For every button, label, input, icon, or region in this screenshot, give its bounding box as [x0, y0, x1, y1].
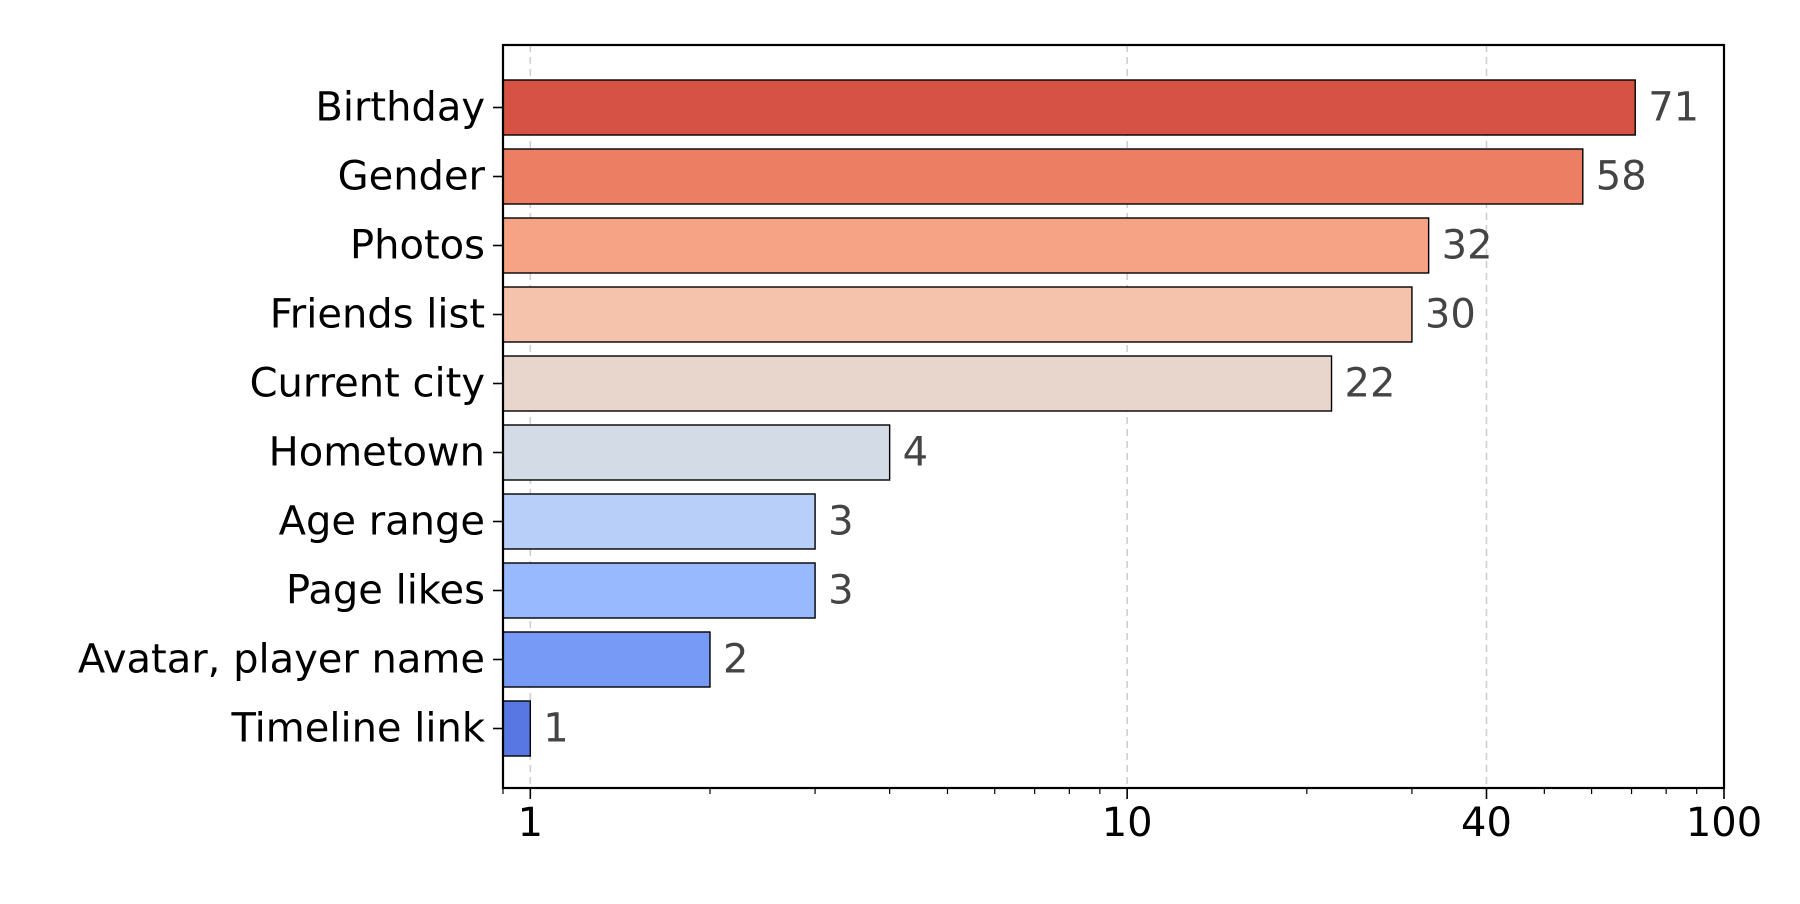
bar-gender — [502, 148, 1584, 205]
bar-friends-list — [502, 286, 1413, 343]
value-label-gender: 58 — [1596, 154, 1647, 200]
bar-photos — [502, 217, 1430, 274]
axes-layer: Birthday Gender Photos Friends list Current … — [78, 43, 1762, 846]
value-label-timeline-link: 1 — [543, 706, 568, 752]
category-label-friends-list: Friends list — [270, 292, 485, 338]
category-label-page-likes: Page likes — [286, 568, 485, 614]
value-label-age-range: 3 — [828, 499, 853, 545]
bar-age-range — [502, 493, 816, 550]
x-tick-label-100: 100 — [1686, 800, 1762, 846]
value-label-photos: 32 — [1442, 223, 1493, 269]
value-label-friends-list: 30 — [1425, 292, 1476, 338]
category-label-age-range: Age range — [279, 499, 485, 545]
category-label-current-city: Current city — [250, 361, 485, 407]
category-label-gender: Gender — [338, 154, 486, 200]
category-label-birthday: Birthday — [315, 85, 485, 131]
value-label-birthday: 71 — [1648, 85, 1699, 131]
bar-timeline-link — [502, 700, 532, 757]
category-label-photos: Photos — [350, 223, 485, 269]
category-label-timeline-link: Timeline link — [230, 706, 485, 752]
value-label-current-city: 22 — [1345, 361, 1396, 407]
value-label-hometown: 4 — [903, 430, 928, 476]
x-tick-label-40: 40 — [1461, 800, 1512, 846]
value-label-page-likes: 3 — [828, 568, 853, 614]
bar-avatar-player-name — [502, 631, 711, 688]
bar-hometown — [502, 424, 891, 481]
bar-page-likes — [502, 562, 816, 619]
value-label-avatar-player-name: 2 — [723, 637, 748, 683]
bar-birthday — [502, 79, 1636, 136]
category-label-hometown: Hometown — [269, 430, 485, 476]
bar-current-city — [502, 355, 1333, 412]
bars-layer — [502, 79, 1636, 757]
category-label-avatar-player-name: Avatar, player name — [78, 637, 485, 683]
x-tick-label-1: 1 — [518, 800, 543, 846]
plot-frame — [501, 43, 1726, 790]
x-tick-label-10: 10 — [1102, 800, 1153, 846]
